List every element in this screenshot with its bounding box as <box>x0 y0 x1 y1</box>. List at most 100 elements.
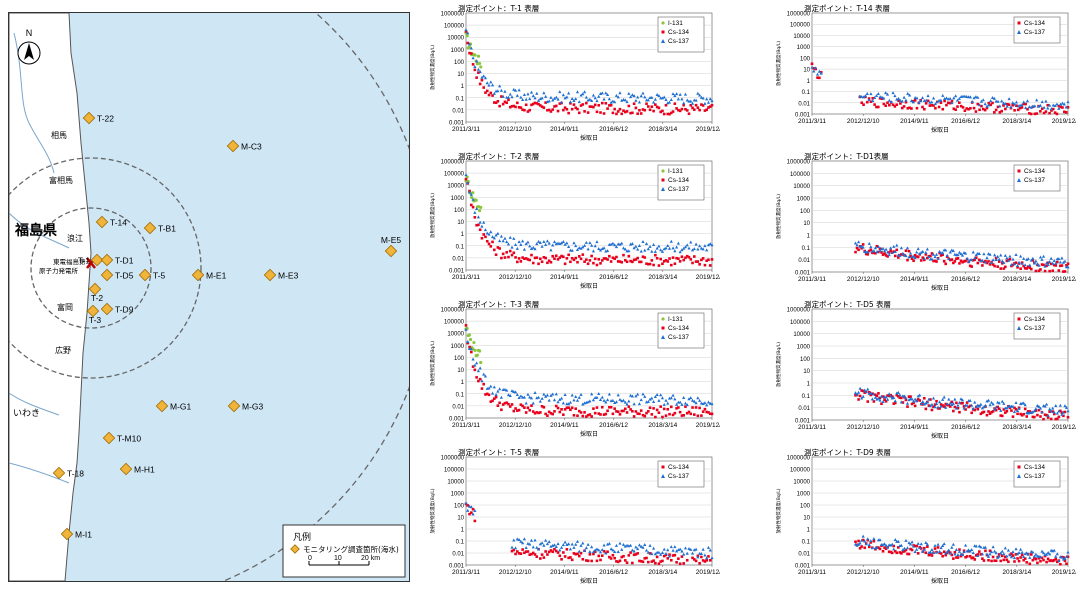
data-point <box>950 400 954 404</box>
data-point <box>1007 103 1011 106</box>
data-point <box>604 249 608 253</box>
legend-label: I-131 <box>668 168 683 175</box>
monitoring-point-m-e3[interactable]: M-E3 <box>263 268 299 282</box>
y-tick-label: 0.1 <box>456 392 465 398</box>
data-point <box>961 553 964 557</box>
monitoring-point-t-m10[interactable]: T-M10 <box>102 431 141 445</box>
data-point <box>533 412 537 415</box>
data-point <box>508 405 512 408</box>
monitoring-point-t-22[interactable]: T-22 <box>82 111 114 125</box>
data-point <box>528 97 532 101</box>
data-point <box>559 396 564 400</box>
data-point <box>1055 260 1059 264</box>
monitoring-point-m-h1[interactable]: M-H1 <box>119 462 155 476</box>
data-point <box>605 542 610 546</box>
monitoring-point-t-3[interactable]: T-3 <box>86 304 101 325</box>
diamond-icon <box>52 466 66 480</box>
data-point <box>521 541 525 545</box>
data-point <box>1007 560 1010 564</box>
data-point <box>1063 559 1067 563</box>
monitoring-point-m-e1[interactable]: M-E1 <box>191 268 227 282</box>
monitoring-point-t-d5[interactable]: T-D5 <box>100 268 134 282</box>
data-point <box>1014 401 1018 405</box>
data-point <box>993 111 996 114</box>
data-point <box>698 108 701 112</box>
data-point <box>965 555 969 558</box>
y-tick-label: 100000 <box>790 320 811 326</box>
data-point <box>927 404 931 407</box>
monitoring-point-m-e5[interactable]: M-E5 <box>381 235 402 258</box>
monitoring-point-t-2[interactable]: T-2 <box>88 282 103 303</box>
data-point <box>950 99 954 103</box>
data-point <box>609 399 613 403</box>
data-point <box>1052 548 1056 552</box>
data-point <box>913 404 917 408</box>
data-point <box>510 403 514 406</box>
data-point <box>1044 261 1049 265</box>
data-point <box>889 394 893 398</box>
data-point <box>648 262 652 266</box>
data-point <box>1022 102 1026 106</box>
data-point <box>1022 100 1026 104</box>
data-point <box>693 108 696 111</box>
monitoring-point-t-d1[interactable]: T-D1 <box>100 253 134 267</box>
monitoring-point-t-d9[interactable]: T-D9 <box>100 302 134 316</box>
data-point <box>958 548 961 551</box>
data-point <box>664 553 668 557</box>
data-point <box>935 100 939 104</box>
data-point <box>641 392 645 396</box>
data-point <box>1011 415 1015 418</box>
monitoring-point-m-i1[interactable]: M-I1 <box>60 527 92 541</box>
data-point <box>896 96 901 100</box>
data-point <box>1039 415 1042 418</box>
data-point <box>1002 552 1006 556</box>
monitoring-point-t-b1[interactable]: T-B1 <box>143 221 176 235</box>
data-point <box>652 559 655 562</box>
data-point <box>971 259 975 262</box>
data-point <box>538 542 542 546</box>
data-point <box>473 53 477 57</box>
data-point <box>643 543 647 547</box>
monitoring-point-m-c3[interactable]: M-C3 <box>226 139 262 153</box>
data-point <box>1045 413 1048 417</box>
monitoring-point-t-5[interactable]: T-5 <box>138 268 166 282</box>
plot-area <box>465 12 713 123</box>
data-point <box>641 239 645 243</box>
monitoring-point-t-14[interactable]: T-14 <box>95 215 127 229</box>
x-tick-label: 2019/12/14 <box>1052 424 1076 431</box>
data-point <box>948 258 952 262</box>
monitoring-point-t-18[interactable]: T-18 <box>52 466 84 480</box>
data-point <box>980 258 984 262</box>
data-point <box>652 263 655 267</box>
series-cs-137 <box>853 386 1070 417</box>
data-point <box>1063 110 1066 114</box>
data-point <box>963 543 968 547</box>
monitoring-point-m-g3[interactable]: M-G3 <box>227 399 264 413</box>
data-point <box>556 400 560 404</box>
north-arrow: N <box>17 28 41 65</box>
monitoring-point-t-1[interactable]: T-1 <box>78 253 104 267</box>
data-point <box>671 548 675 552</box>
data-point <box>953 260 957 263</box>
data-point <box>863 539 867 543</box>
data-point <box>602 257 606 260</box>
data-point <box>586 559 590 563</box>
data-point <box>1048 410 1051 414</box>
data-point <box>588 553 592 556</box>
map-svg: N 福島県 相馬 富相馬 浪江 富岡 広野 いわき 東電福島第一 原子力発電所 … <box>9 13 409 581</box>
plant-label-1: 東電福島第一 <box>53 257 93 266</box>
monitoring-point-m-g1[interactable]: M-G1 <box>155 399 192 413</box>
data-point <box>1026 411 1030 415</box>
y-tick-label: 100 <box>800 209 811 215</box>
data-point <box>985 106 989 110</box>
data-point <box>579 93 583 97</box>
series-cs-134 <box>810 62 1070 116</box>
data-point <box>600 246 604 250</box>
data-point <box>964 408 967 411</box>
y-tick-label: 0.001 <box>795 564 811 570</box>
data-point <box>955 401 958 405</box>
data-point <box>585 559 588 562</box>
data-point <box>705 403 709 407</box>
data-point <box>907 541 911 545</box>
data-point <box>987 260 990 263</box>
